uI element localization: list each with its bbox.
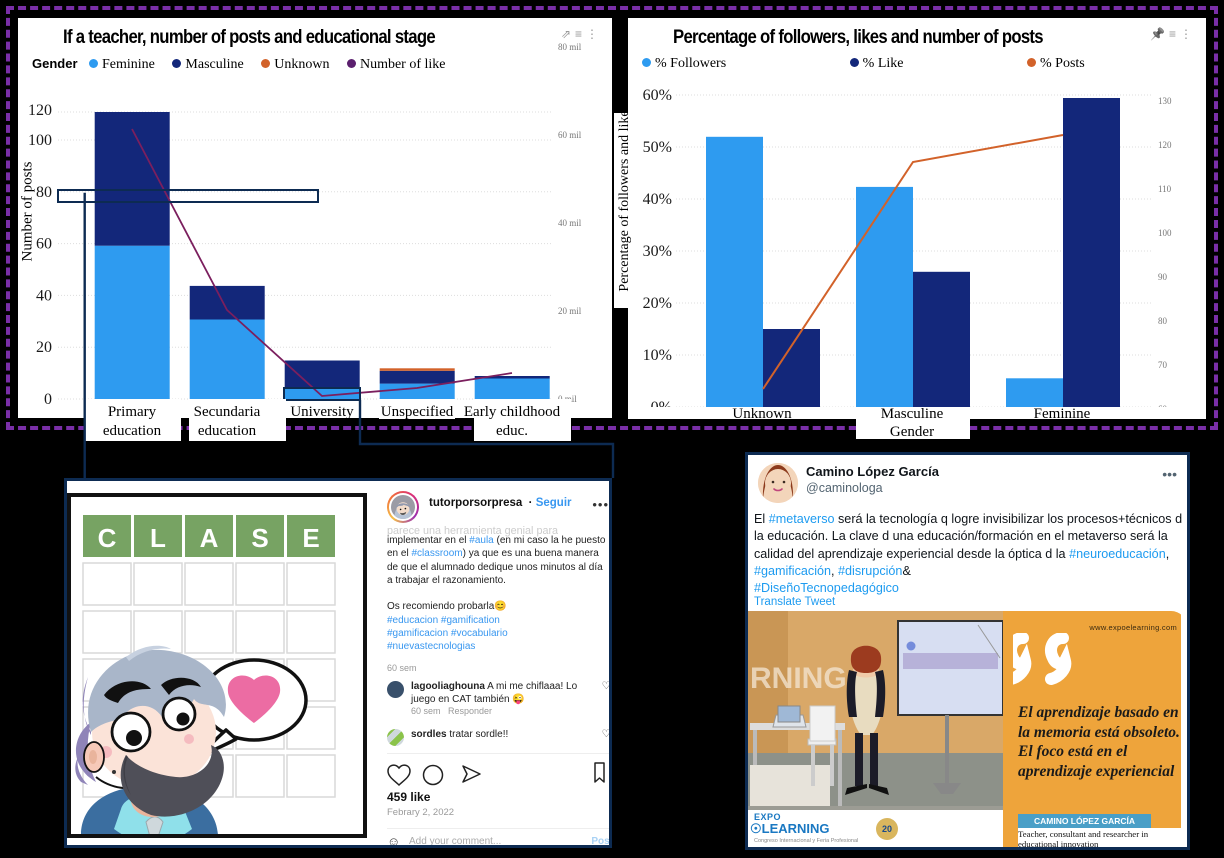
svg-text:Primary: Primary (108, 404, 157, 420)
svg-text:L: L (150, 523, 166, 553)
svg-text:S: S (251, 523, 268, 553)
svg-text:A: A (200, 523, 219, 553)
svg-text:University: University (290, 404, 354, 420)
svg-text:education: education (198, 423, 257, 439)
svg-text:Feminine: Feminine (1034, 406, 1091, 422)
svg-text:C: C (98, 523, 117, 553)
svg-text:Secundaria: Secundaria (194, 404, 261, 420)
svg-text:Masculine: Masculine (881, 406, 944, 422)
svg-text:Unknown: Unknown (732, 406, 792, 422)
svg-text:Early childhood: Early childhood (464, 404, 561, 420)
svg-text:education: education (103, 423, 162, 439)
svg-text:Gender: Gender (890, 424, 934, 440)
svg-text:E: E (302, 523, 319, 553)
svg-text:educ.: educ. (496, 423, 528, 439)
svg-text:Unspecified: Unspecified (381, 404, 454, 420)
svg-text:RNING: RNING (750, 662, 847, 695)
